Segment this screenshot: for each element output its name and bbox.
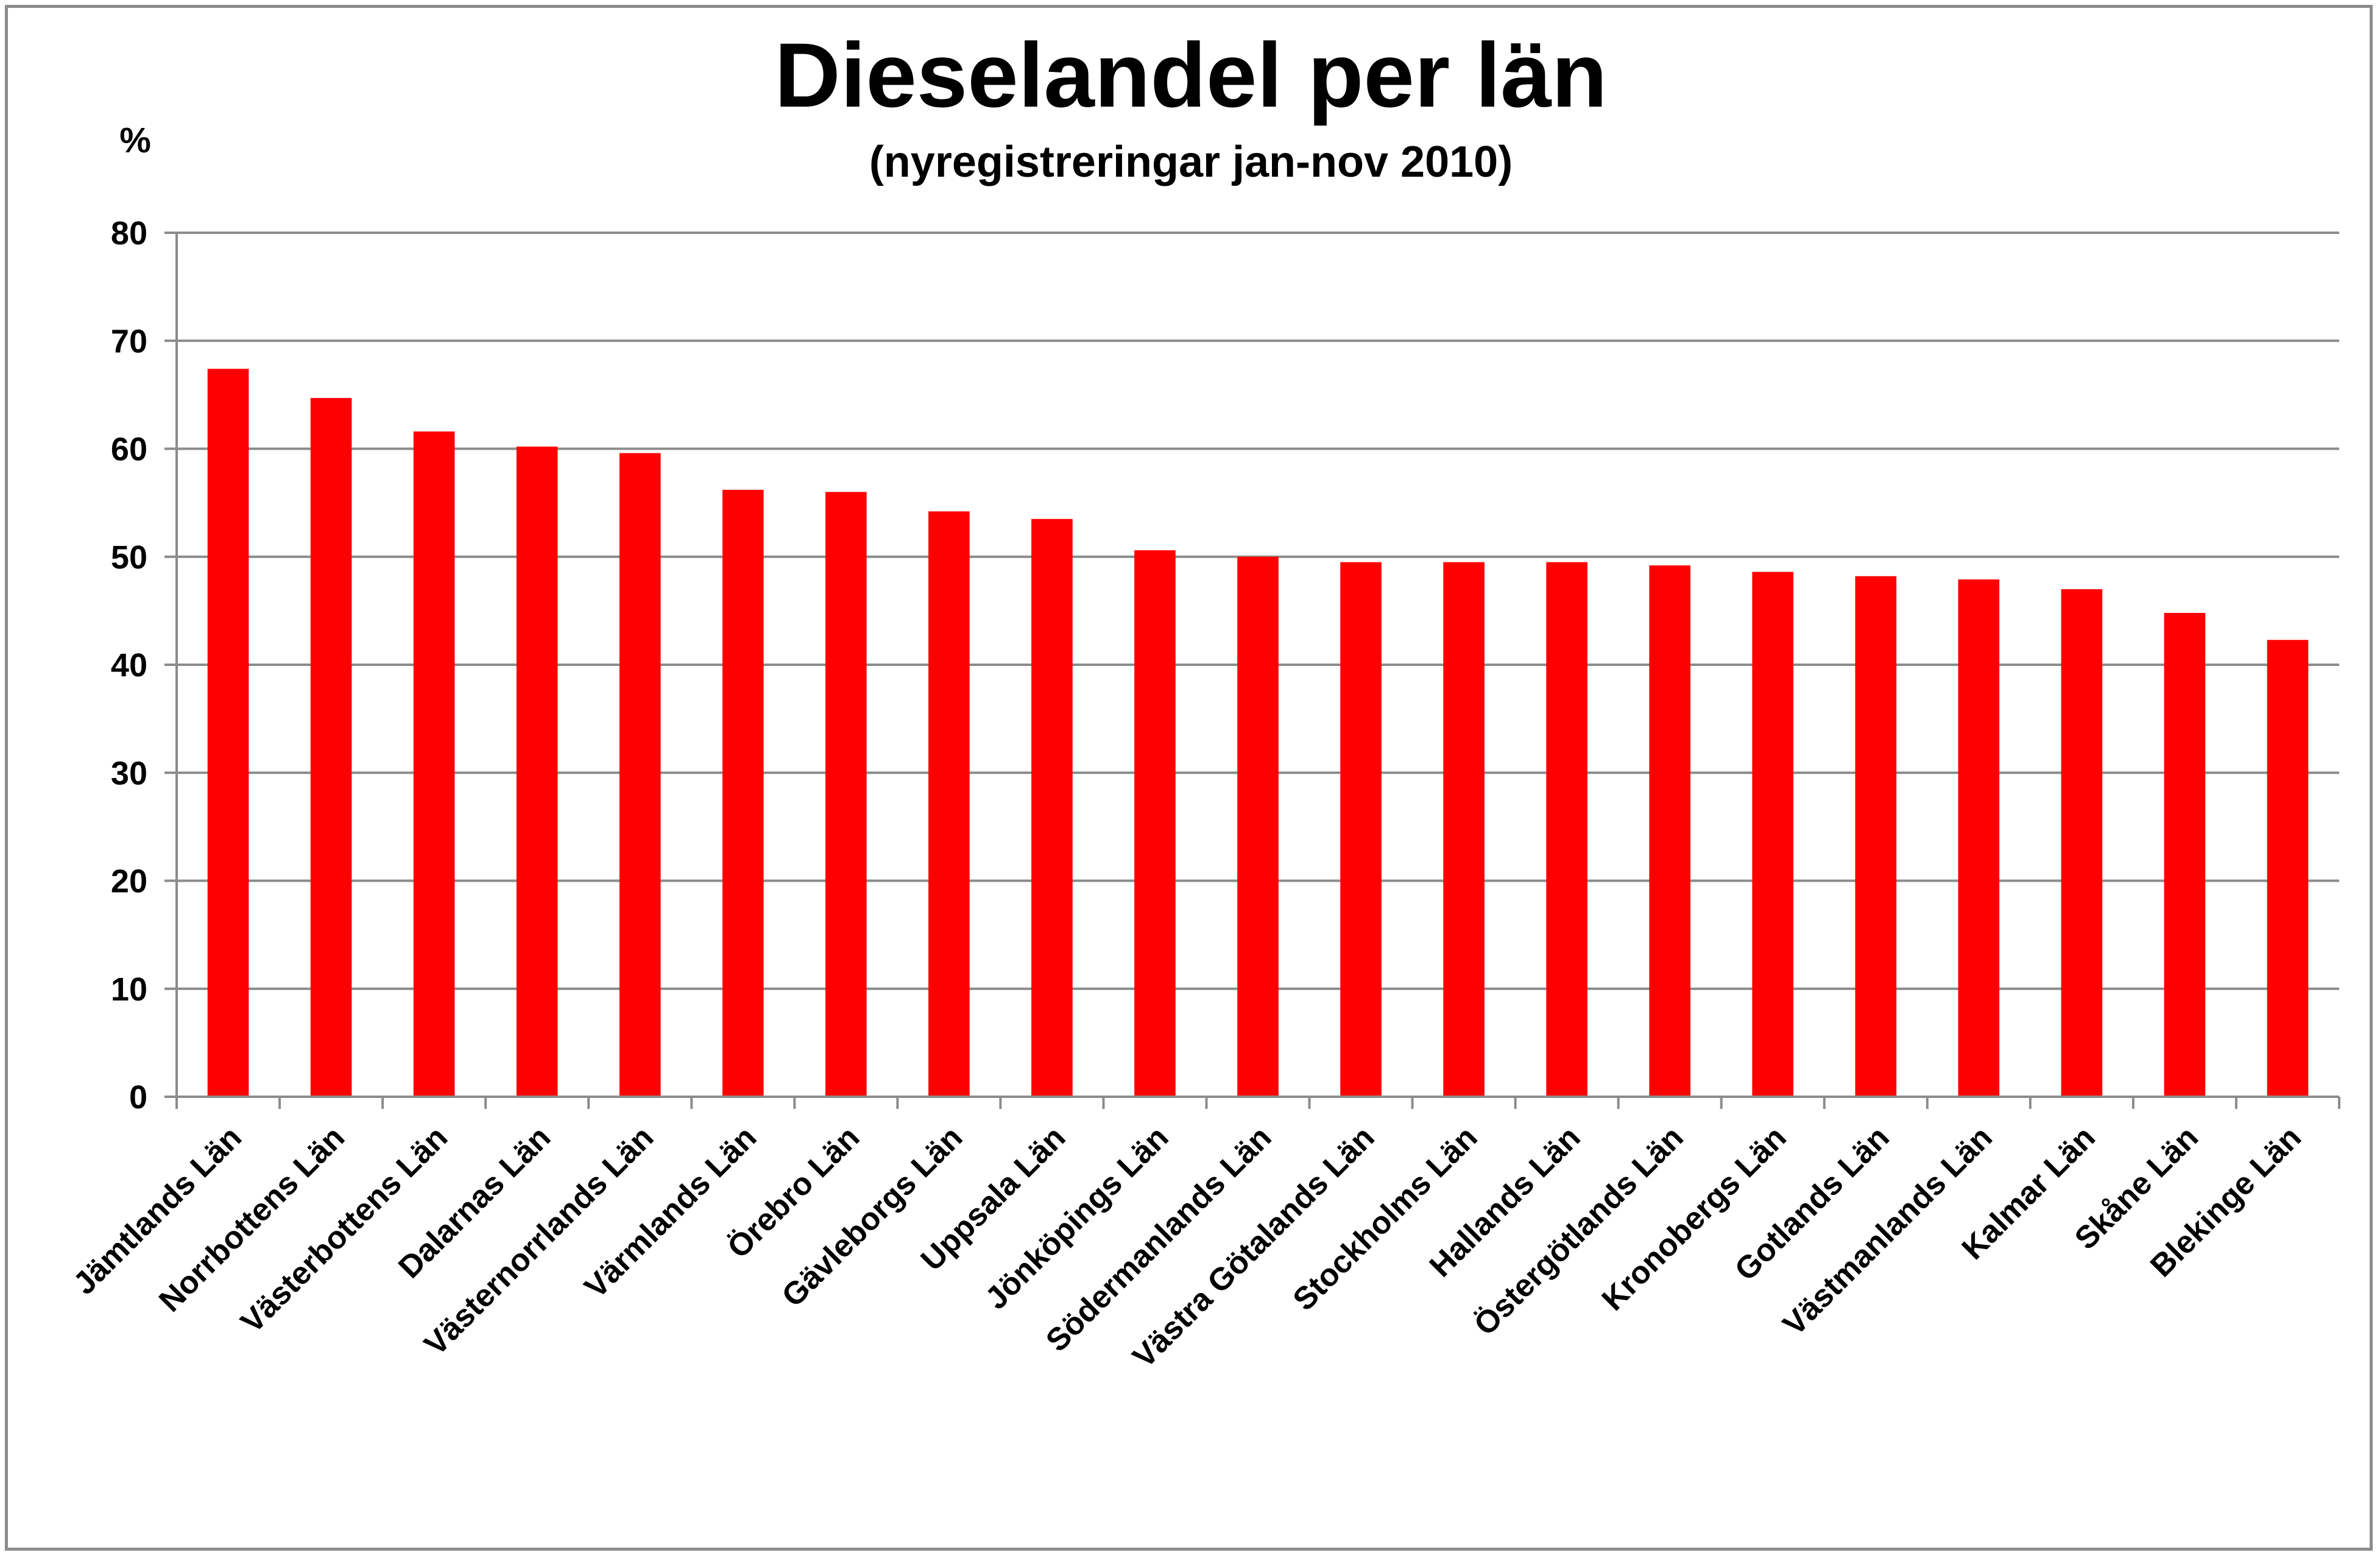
bar (2164, 612, 2206, 1097)
axes (164, 232, 2340, 1109)
x-category-label: Norrbottens Län (152, 1119, 351, 1319)
bar (1649, 565, 1690, 1097)
y-tick-label: 80 (111, 215, 147, 252)
x-category-label: Västerbottens Län (234, 1119, 454, 1340)
bar (1958, 579, 2000, 1097)
y-tick-labels: 0 10 20 30 40 50 60 70 80 (111, 215, 147, 1116)
bar (1546, 562, 1587, 1097)
bar (2267, 640, 2309, 1097)
bar (1031, 519, 1073, 1097)
bar (825, 492, 867, 1097)
bar (207, 369, 249, 1097)
bar (1855, 576, 1897, 1097)
y-tick-label: 70 (111, 323, 147, 359)
chart-title: Dieselandel per län (774, 24, 1607, 126)
y-tick-label: 10 (111, 971, 147, 1008)
bar (1237, 556, 1279, 1097)
y-tick-label: 60 (111, 431, 147, 468)
bar (619, 453, 661, 1097)
bar (1340, 562, 1382, 1097)
x-category-label: Gävleborgs Län (775, 1119, 969, 1314)
chart-subtitle: (nyregistreringar jan-nov 2010) (869, 138, 1513, 186)
y-tick-label: 50 (111, 539, 147, 576)
x-category-label: Stockholms Län (1287, 1119, 1485, 1317)
bar (516, 446, 558, 1097)
bar (1443, 562, 1485, 1097)
y-tick-label: 40 (111, 647, 147, 684)
bar (928, 511, 970, 1097)
bar (1134, 550, 1176, 1097)
x-category-label: Jönköpings Län (979, 1119, 1176, 1316)
bars (207, 369, 2309, 1097)
bar (2061, 589, 2103, 1097)
bar (310, 398, 352, 1097)
x-category-label: Värmlands Län (578, 1119, 764, 1305)
y-tick-label: 0 (129, 1079, 147, 1116)
bar (1752, 572, 1794, 1097)
bar (722, 489, 764, 1097)
y-tick-label: 30 (111, 755, 147, 791)
x-category-label: Kronobergs Län (1595, 1119, 1793, 1317)
chart-frame (5, 5, 2373, 1551)
y-tick-label: 20 (111, 863, 147, 900)
y-axis-label: % (119, 121, 151, 160)
bar (413, 431, 455, 1097)
